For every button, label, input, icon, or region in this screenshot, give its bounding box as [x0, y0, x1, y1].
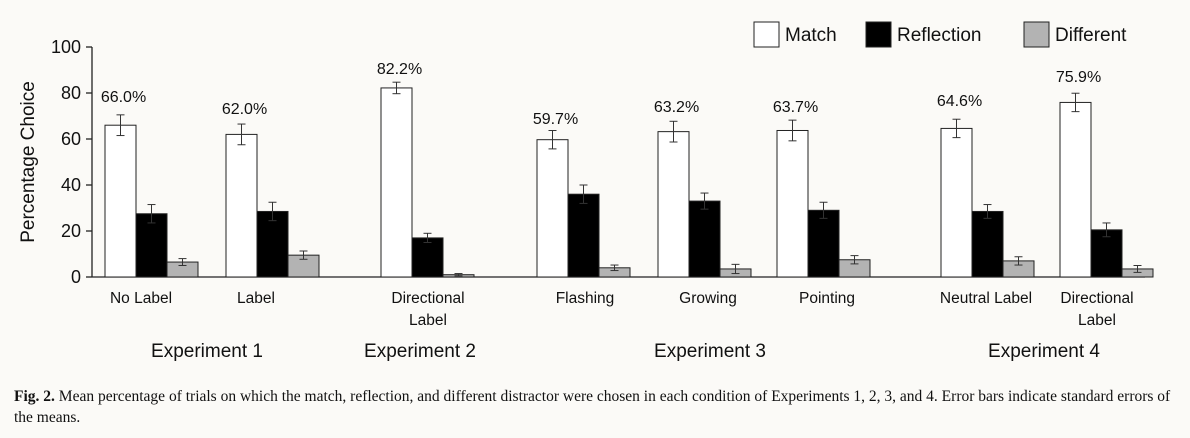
bar-match — [104, 124, 137, 278]
legend-swatch-reflection — [865, 21, 892, 48]
experiment-label: Experiment 1 — [151, 341, 263, 362]
y-tick-label: 100 — [51, 37, 81, 57]
bar-reflection — [1090, 229, 1123, 278]
y-tick-label: 40 — [61, 175, 81, 195]
bar-reflection — [971, 210, 1004, 278]
bar-match — [1059, 101, 1092, 278]
x-tick-label: Label — [1078, 312, 1116, 329]
bar-match — [380, 87, 413, 278]
x-tick-label: Label — [409, 312, 447, 329]
bar-reflection — [688, 200, 721, 278]
bar-reflection — [135, 213, 168, 278]
chart-legend: Match Reflection Different — [753, 21, 1127, 48]
legend-label-different: Different — [1055, 25, 1127, 46]
x-tick-label: Pointing — [799, 290, 855, 307]
y-tick-label: 20 — [61, 221, 81, 241]
bar-reflection — [411, 237, 444, 278]
bar-reflection — [256, 210, 289, 278]
value-label: 62.0% — [222, 101, 267, 118]
figure-label: Fig. 2. — [14, 388, 55, 405]
bar-match — [940, 127, 973, 278]
y-axis-label: Percentage Choice — [18, 81, 39, 243]
legend-label-match: Match — [785, 25, 837, 46]
value-label: 66.0% — [101, 89, 146, 106]
legend-swatch-match — [753, 21, 780, 48]
value-label: 64.6% — [937, 93, 982, 110]
bar-match — [536, 139, 569, 278]
legend-label-reflection: Reflection — [897, 25, 982, 46]
chart-labels: 66.0% 62.0% 82.2% 59.7% 63.2% 63.7% 64.6% 75.9%… — [101, 61, 1134, 362]
chart-bars — [104, 81, 1154, 278]
x-tick-label: Directional — [391, 290, 464, 307]
legend-swatch-different — [1023, 21, 1050, 48]
value-label: 82.2% — [377, 61, 422, 78]
x-tick-label: Neutral Label — [940, 290, 1032, 307]
bar-reflection — [567, 193, 600, 278]
value-label: 59.7% — [533, 111, 578, 128]
value-label: 63.2% — [654, 99, 699, 116]
x-tick-label: Label — [237, 290, 275, 307]
bar-match — [657, 131, 690, 278]
experiment-label: Experiment 2 — [364, 341, 476, 362]
bar-match — [776, 129, 809, 278]
experiment-label: Experiment 3 — [654, 341, 766, 362]
x-tick-label: Directional — [1060, 290, 1133, 307]
bar-match — [225, 133, 258, 278]
value-label: 63.7% — [773, 99, 818, 116]
bar-reflection — [807, 209, 840, 278]
x-tick-label: Flashing — [556, 290, 615, 307]
caption-text: Mean percentage of trials on which the m… — [14, 388, 1171, 426]
value-label: 75.9% — [1056, 69, 1101, 86]
x-tick-label: Growing — [679, 290, 737, 307]
y-tick-label: 80 — [61, 83, 81, 103]
y-tick-label: 60 — [61, 129, 81, 149]
y-tick-label: 0 — [71, 267, 81, 287]
experiment-label: Experiment 4 — [988, 341, 1100, 362]
figure-caption: Fig. 2. Mean percentage of trials on whi… — [14, 386, 1179, 428]
x-tick-label: No Label — [110, 290, 172, 307]
bar-chart: 0 20 40 60 80 100 Percentage Choice 66.0% 62.0%… — [18, 21, 1154, 362]
